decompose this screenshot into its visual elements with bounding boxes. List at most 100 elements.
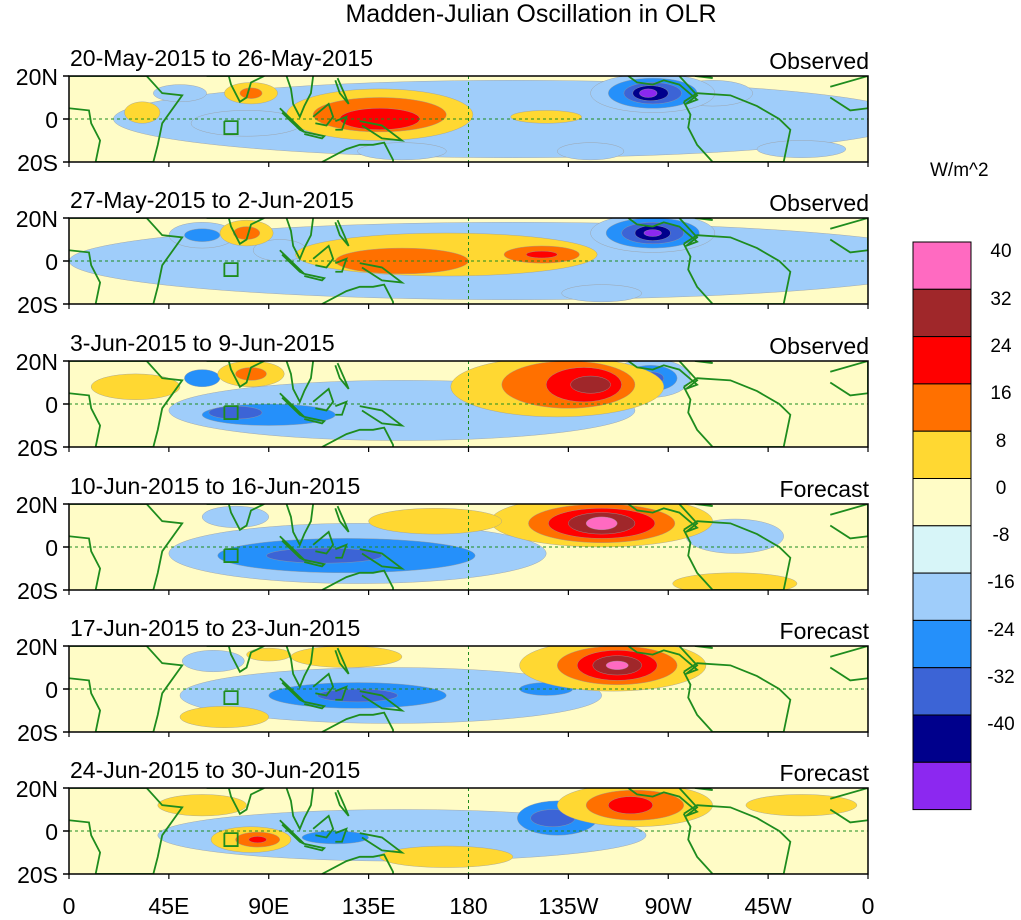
longitude-label: 135W (538, 893, 599, 919)
map-panel (63, 360, 869, 452)
coastline (321, 569, 394, 590)
coastline (69, 504, 184, 590)
coastline (206, 76, 265, 104)
panel-date-range: 10-Jun-2015 to 16-Jun-2015 (70, 473, 361, 499)
anomaly-contour (201, 505, 269, 528)
panel-type-label: Forecast (779, 760, 869, 786)
coastline (321, 283, 394, 304)
coastline (829, 76, 868, 112)
colorbar-swatch (912, 714, 972, 763)
anomaly-contour (90, 373, 181, 400)
coastline (206, 646, 265, 674)
coastline (312, 530, 335, 555)
coastline (223, 120, 239, 135)
coastline (279, 107, 305, 133)
panel-type-label: Observed (769, 48, 869, 74)
coastline (321, 141, 394, 162)
anomaly-contour (605, 660, 629, 670)
colorbar-tick-label: -8 (992, 525, 1010, 547)
coastline (206, 788, 265, 816)
latitude-label: 20S (17, 862, 58, 888)
map-panel (63, 75, 869, 167)
figure-title: Madden-Julian Oscillation in OLR (345, 0, 717, 28)
latitude-label: 20S (17, 720, 58, 746)
longitude-label: 135E (341, 893, 396, 919)
map-panel (63, 645, 869, 737)
panel-date-range: 17-Jun-2015 to 23-Jun-2015 (70, 615, 361, 641)
coastline (682, 662, 792, 732)
anomaly-contour (379, 845, 514, 868)
latitude-label: 0 (45, 677, 58, 703)
coastline (359, 548, 406, 570)
coastline (304, 416, 327, 425)
coastline (627, 218, 699, 247)
longitude-label: 45W (744, 893, 792, 919)
coastline (682, 804, 792, 874)
coastline (304, 131, 327, 140)
coastline (304, 273, 327, 282)
coastline (285, 361, 315, 404)
colorbar-swatch (912, 336, 972, 385)
map-panel (63, 503, 869, 595)
panel-date-range: 3-Jun-2015 to 9-Jun-2015 (70, 330, 335, 356)
colorbar-swatch (912, 761, 972, 811)
latitude-label: 20S (17, 578, 58, 604)
coastline (682, 520, 792, 590)
colorbar (912, 241, 972, 811)
anomaly-contour (561, 284, 642, 303)
anomaly-contour (184, 369, 221, 388)
coastline (285, 218, 315, 261)
anomaly-contour (608, 796, 653, 815)
colorbar-swatch (912, 667, 972, 716)
coastline (223, 548, 239, 563)
longitude-label: 0 (861, 893, 875, 919)
longitude-label: 90W (644, 893, 692, 919)
coastline (206, 361, 265, 389)
colorbar-tick-label: -24 (987, 619, 1015, 641)
coastline (312, 102, 335, 127)
map-panel (63, 217, 869, 309)
coastline (359, 262, 406, 284)
anomaly-contour (184, 228, 221, 242)
colorbar-tick-label: 8 (995, 430, 1007, 452)
coastline (627, 788, 699, 817)
anomaly-contour (153, 84, 207, 102)
coastline (334, 505, 350, 533)
panel-type-label: Observed (769, 190, 869, 216)
coastline (359, 832, 406, 854)
latitude-label: 20S (17, 150, 58, 176)
coastline (285, 504, 315, 547)
coastline (627, 646, 699, 675)
coastline (285, 788, 315, 831)
coastline (69, 76, 184, 162)
anomaly-contour (208, 405, 263, 420)
latitude-label: 20N (15, 206, 58, 232)
coastline (829, 504, 868, 540)
panel-type-label: Observed (769, 333, 869, 359)
panel-date-range: 20-May-2015 to 26-May-2015 (70, 45, 373, 71)
anomaly-contour (745, 794, 858, 817)
latitude-label: 0 (45, 392, 58, 418)
map-panel (63, 787, 869, 879)
coastline (279, 392, 305, 418)
coastline (285, 76, 315, 119)
anomaly-contour (290, 646, 403, 668)
latitude-label: 20N (15, 776, 58, 802)
colorbar-tick-label: -40 (987, 714, 1015, 736)
colorbar-tick-label: -32 (987, 667, 1015, 688)
colorbar-tick-label: 24 (990, 335, 1012, 357)
anomaly-contour (124, 101, 161, 124)
coastline (334, 789, 350, 817)
coastline (312, 672, 335, 697)
coastline (359, 690, 406, 712)
anomaly-contour (510, 110, 582, 124)
panel-date-range: 24-Jun-2015 to 30-Jun-2015 (70, 757, 361, 783)
coastline (321, 426, 394, 447)
colorbar-swatch (912, 288, 972, 338)
anomaly-contour (181, 650, 245, 672)
coastline (285, 646, 315, 689)
anomaly-contour (585, 516, 618, 530)
longitude-label: 180 (449, 893, 488, 919)
coastline (334, 77, 350, 105)
